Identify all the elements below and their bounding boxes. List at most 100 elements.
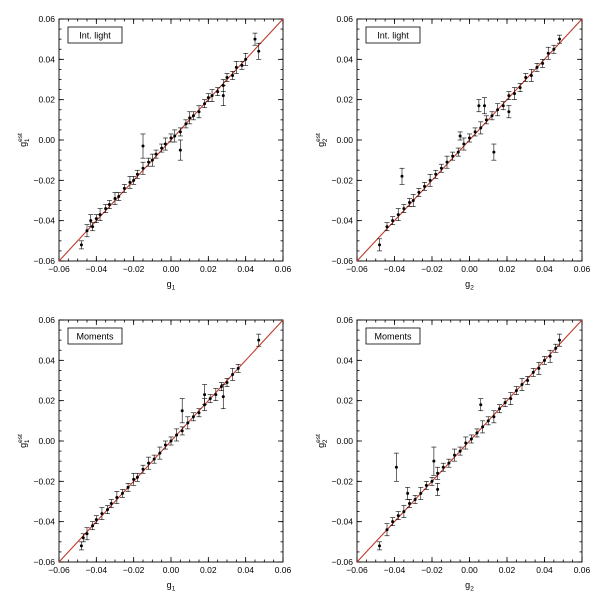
data-point	[456, 150, 460, 154]
legend-box	[67, 26, 123, 44]
x-axis-title: g1	[167, 580, 176, 593]
data-point	[520, 383, 524, 387]
x-tick-label: 0.06	[574, 264, 591, 274]
data-point	[141, 467, 145, 471]
data-point	[543, 358, 546, 362]
data-point	[216, 90, 220, 94]
data-point	[120, 491, 124, 495]
data-point	[509, 397, 513, 401]
y-axis-title: gest1	[17, 434, 31, 448]
data-point	[178, 130, 182, 134]
data-point	[197, 411, 201, 415]
data-point	[221, 395, 225, 399]
x-axis-title-sub: 1	[172, 586, 176, 593]
legend: Int. light	[365, 26, 421, 44]
data-point	[147, 461, 151, 465]
y-axis-title-sub: 2	[322, 439, 329, 443]
data-point	[464, 441, 468, 445]
x-axis-title-base: g	[465, 580, 470, 590]
x-axis-title: g1	[167, 279, 176, 292]
data-point	[128, 180, 132, 184]
data-point	[141, 144, 145, 148]
data-point	[531, 370, 535, 374]
data-point	[507, 110, 511, 114]
x-tick-label: −0.02	[421, 565, 443, 575]
x-tick-label: −0.04	[384, 565, 406, 575]
data-point	[109, 502, 113, 506]
data-point	[175, 433, 179, 437]
data-point	[94, 518, 98, 522]
data-point	[481, 425, 485, 429]
y-axis-title: gest2	[315, 434, 329, 448]
data-point	[479, 126, 483, 130]
y-axis-title-sub: 2	[322, 138, 329, 142]
data-point	[197, 110, 201, 114]
x-tick-label: 0.06	[574, 565, 591, 575]
y-tick-label: 0.04	[38, 355, 55, 365]
data-point	[135, 172, 139, 176]
data-point	[558, 37, 561, 41]
data-point	[486, 419, 490, 423]
y-axis-title-sup: est	[315, 434, 322, 443]
y-tick-label: 0.00	[336, 135, 353, 145]
scatter-panel-1: −0.06−0.06 −0.04 −0.04 −0.02 −0.02 0.00 0.00 0.…	[17, 14, 292, 292]
y-tick-label: 0.02	[336, 95, 353, 105]
data-point	[206, 96, 210, 100]
data-point	[141, 166, 145, 170]
x-tick-label: 0.00	[163, 565, 180, 575]
data-point	[526, 379, 530, 382]
legend-label: Moments	[76, 332, 114, 342]
legend-label: Int. light	[377, 31, 409, 41]
data-point	[402, 207, 406, 211]
data-point	[524, 75, 528, 79]
legend: Moments	[67, 327, 123, 345]
y-axis-title-base: g	[18, 443, 28, 448]
x-tick-label: 0.04	[237, 565, 254, 575]
y-tick-label: 0.02	[38, 396, 55, 406]
data-point	[419, 491, 423, 495]
data-point	[396, 514, 400, 518]
data-point	[225, 75, 229, 79]
legend-box	[67, 327, 123, 345]
data-point	[180, 409, 184, 413]
data-point	[225, 381, 229, 385]
data-point	[147, 160, 151, 164]
data-point	[451, 154, 455, 158]
scatter-panel-3: −0.06−0.06 −0.04 −0.04 −0.02 −0.02 0.00 0.00 0.…	[17, 315, 292, 593]
x-axis-title-base: g	[167, 580, 172, 590]
data-point	[152, 457, 156, 461]
data-point	[236, 366, 240, 370]
data-point	[484, 118, 488, 122]
y-tick-label: 0.02	[336, 396, 353, 406]
data-point	[424, 483, 428, 487]
data-point	[163, 443, 167, 447]
data-point	[541, 61, 545, 65]
data-point	[513, 92, 516, 96]
data-point	[507, 94, 511, 98]
data-point	[169, 439, 173, 443]
y-tick-label: −0.04	[33, 216, 55, 226]
data-point	[203, 102, 207, 106]
data-point	[453, 453, 456, 457]
y-tick-label: −0.06	[331, 557, 353, 567]
data-point	[408, 201, 411, 205]
y-tick-label: −0.04	[331, 517, 353, 527]
scatter-panel-2: −0.06−0.06 −0.04 −0.04 −0.02 −0.02 0.00 0.00 0.…	[315, 14, 591, 292]
data-point	[458, 449, 462, 453]
data-point	[492, 415, 496, 419]
data-point	[117, 194, 121, 198]
x-tick-label: 0.02	[499, 565, 516, 575]
data-point	[391, 219, 395, 223]
data-point	[423, 184, 426, 188]
data-point	[447, 461, 451, 465]
legend: Moments	[365, 327, 421, 345]
data-point	[163, 142, 167, 146]
data-point	[221, 94, 225, 98]
x-tick-label: −0.04	[86, 565, 108, 575]
data-point	[396, 213, 400, 217]
data-point	[492, 150, 496, 154]
data-point	[477, 104, 481, 108]
x-tick-label: −0.04	[86, 264, 108, 274]
y-axis-title-base: g	[18, 142, 28, 147]
x-tick-label: −0.02	[421, 264, 443, 274]
